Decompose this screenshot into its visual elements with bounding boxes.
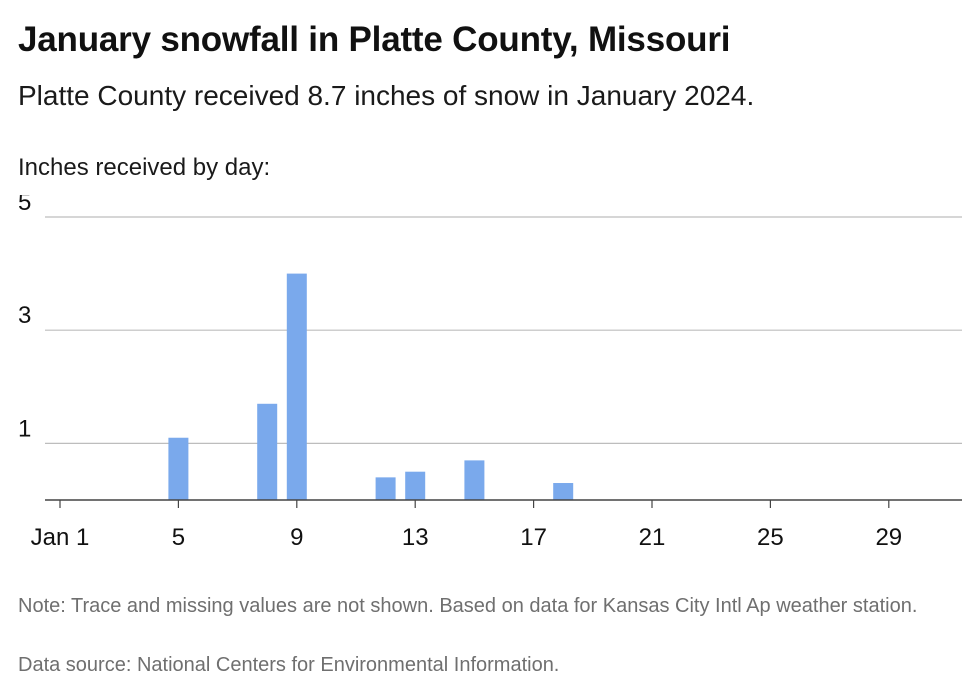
x-tick-label: Jan 1 <box>31 524 90 551</box>
x-tick-label: 9 <box>290 524 303 551</box>
x-tick-label: 21 <box>639 524 666 551</box>
y-axis-label: Inches received by day: <box>18 154 271 181</box>
bar <box>168 437 189 500</box>
bar <box>286 273 307 500</box>
x-tick-label: 17 <box>520 524 547 551</box>
bar <box>375 477 396 500</box>
data-source: Data source: National Centers for Enviro… <box>18 654 560 676</box>
x-tick-label: 29 <box>875 524 902 551</box>
y-tick-label: 3 <box>18 302 31 329</box>
bar <box>257 403 278 500</box>
chart-title: January snowfall in Platte County, Misso… <box>18 20 731 59</box>
bar <box>405 471 426 500</box>
x-tick-label: 13 <box>402 524 429 551</box>
chart-note: Note: Trace and missing values are not s… <box>18 595 918 617</box>
y-tick-label: 5 <box>18 195 31 216</box>
x-tick-label: 25 <box>757 524 784 551</box>
bar <box>464 460 485 500</box>
chart-subtitle: Platte County received 8.7 inches of sno… <box>18 80 755 111</box>
y-tick-label: 1 <box>18 415 31 442</box>
bar <box>553 483 574 500</box>
x-tick-label: 5 <box>172 524 185 551</box>
